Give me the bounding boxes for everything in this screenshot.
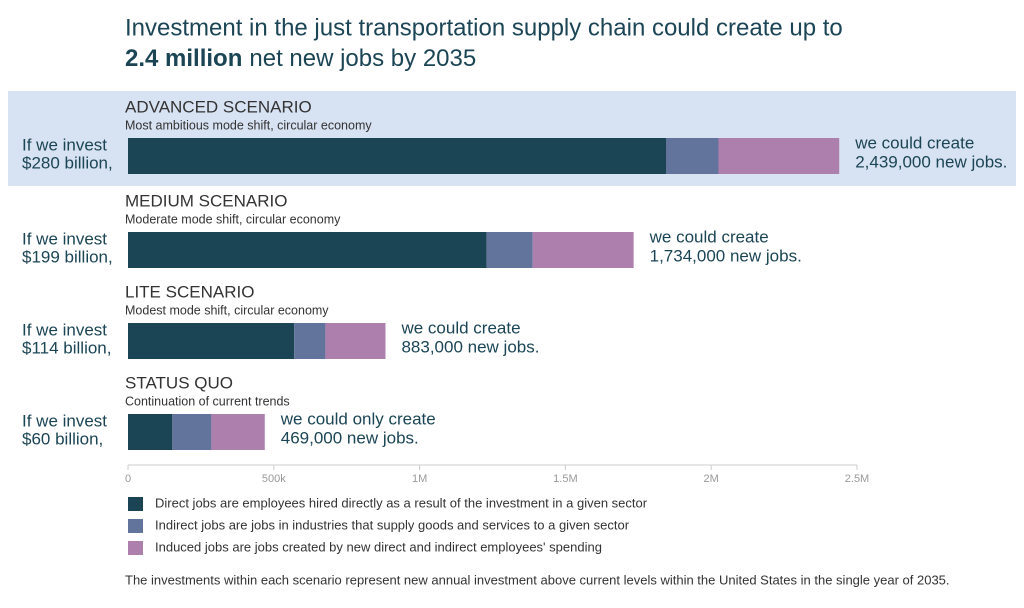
bar-segment — [128, 323, 295, 359]
x-tick-label: 1.5M — [553, 473, 577, 485]
footnote: The investments within each scenario rep… — [125, 572, 950, 587]
result-text: we could only create — [280, 409, 436, 428]
scenario-name: LITE SCENARIO — [125, 282, 254, 301]
invest-text: $60 billion, — [22, 429, 103, 448]
title-highlight: 2.4 million — [125, 45, 242, 72]
legend-label: Induced jobs are jobs created by new dir… — [155, 539, 602, 554]
result-text: we could create — [854, 133, 974, 152]
scenario-name: STATUS QUO — [125, 373, 233, 392]
legend-label: Indirect jobs are jobs in industries tha… — [155, 517, 630, 532]
title-end: net new jobs by 2035 — [249, 45, 476, 72]
bar-segment — [325, 323, 386, 359]
chart-title: Investment in the just transportation su… — [125, 14, 843, 41]
chart-title-2: 2.4 million net new jobs by 2035 — [125, 45, 476, 72]
legend-swatch — [128, 541, 143, 555]
x-tick-label: 0 — [125, 473, 131, 485]
x-tick-label: 1M — [412, 473, 427, 485]
bar-segment — [294, 323, 326, 359]
bar-segment — [666, 138, 719, 174]
bar-segment — [718, 138, 840, 174]
invest-text: $199 billion, — [22, 247, 113, 266]
legend-swatch — [128, 519, 143, 533]
bar-segment — [486, 232, 533, 268]
bar-segment — [128, 414, 173, 450]
result-text: 883,000 new jobs. — [401, 337, 539, 356]
result-text: we could create — [649, 227, 769, 246]
legend-swatch — [128, 497, 143, 511]
result-text: we could create — [400, 318, 520, 337]
legend-label: Direct jobs are employees hired directly… — [155, 495, 648, 510]
bar-segment — [532, 232, 634, 268]
bar-segment — [128, 138, 667, 174]
scenario-subtitle: Modest mode shift, circular economy — [125, 303, 329, 317]
bar-segment — [172, 414, 212, 450]
invest-text: If we invest — [22, 411, 107, 430]
scenario-name: ADVANCED SCENARIO — [125, 97, 312, 116]
x-tick-label: 2.5M — [845, 473, 869, 485]
invest-text: If we invest — [22, 320, 107, 339]
scenario-subtitle: Most ambitious mode shift, circular econ… — [125, 118, 372, 132]
x-tick-label: 2M — [704, 473, 719, 485]
bar-segment — [211, 414, 265, 450]
scenario-subtitle: Moderate mode shift, circular economy — [125, 212, 341, 226]
bar-segment — [128, 232, 487, 268]
result-text: 2,439,000 new jobs. — [855, 152, 1007, 171]
invest-text: If we invest — [22, 135, 107, 154]
result-text: 1,734,000 new jobs. — [650, 246, 802, 265]
invest-text: $114 billion, — [22, 338, 111, 357]
invest-text: If we invest — [22, 229, 107, 248]
scenario-subtitle: Continuation of current trends — [125, 394, 290, 408]
scenario-name: MEDIUM SCENARIO — [125, 191, 287, 210]
invest-text: $280 billion, — [22, 153, 113, 172]
x-tick-label: 500k — [262, 473, 286, 485]
result-text: 469,000 new jobs. — [281, 428, 419, 447]
